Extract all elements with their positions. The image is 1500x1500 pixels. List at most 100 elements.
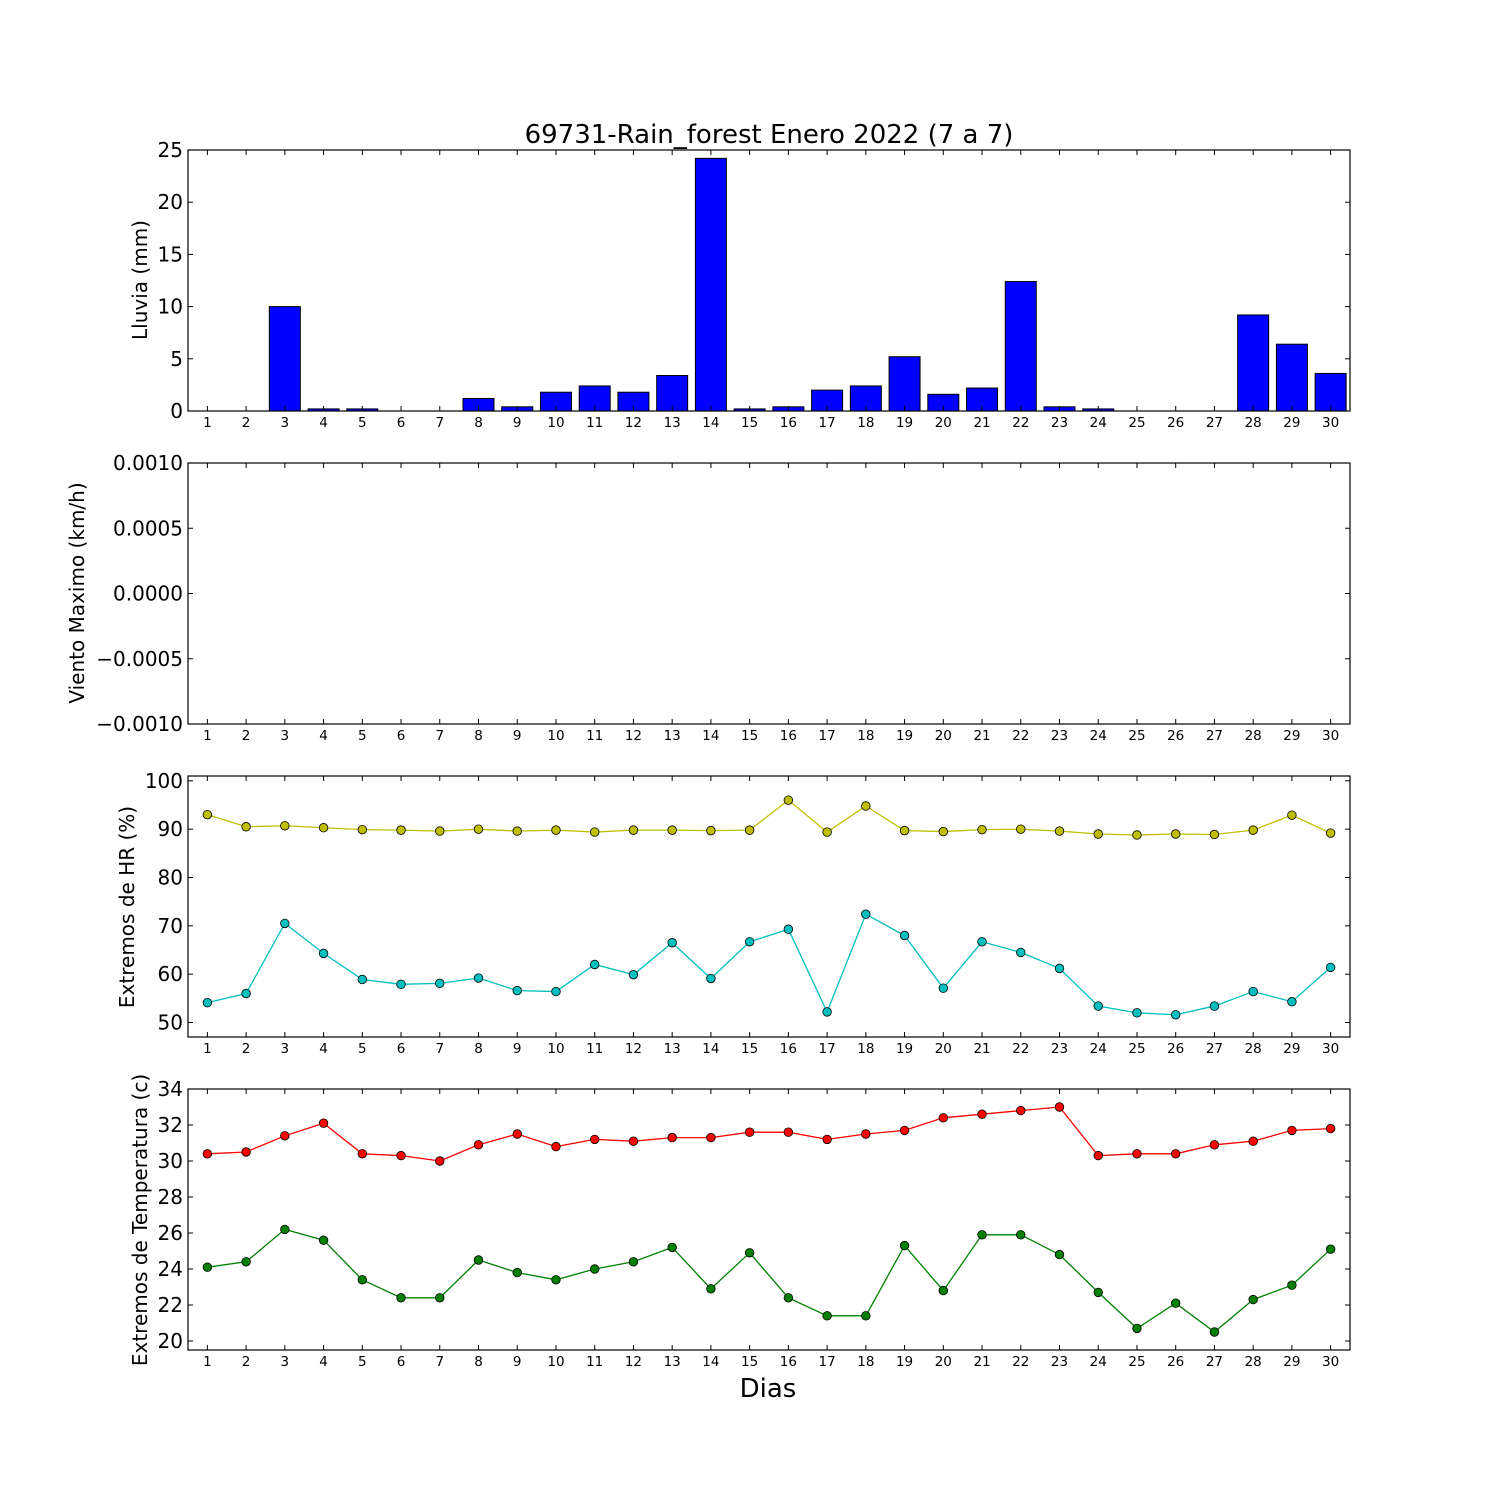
temperature-series-1-point (1325, 1244, 1336, 1254)
humidity-series-0-point (1287, 810, 1297, 820)
humidity-series-1-point (202, 997, 213, 1008)
rain-x-tick-label: 7 (435, 415, 444, 431)
humidity-series-0-point (1054, 826, 1065, 836)
temperature-series-1-point (396, 1293, 406, 1303)
wind-x-tick-label: 22 (1012, 728, 1029, 744)
rain-x-tick-label: 9 (513, 415, 522, 431)
wind-y-tick-label: −0.0010 (96, 712, 183, 736)
temperature-series-0-point (280, 1131, 290, 1141)
rain-x-tick-label: 15 (741, 415, 758, 431)
humidity-series-1-point (551, 986, 561, 997)
temperature-series-1-point (1287, 1280, 1297, 1290)
wind-x-tick-label: 8 (474, 728, 483, 744)
humidity-series-0-point (706, 825, 716, 836)
humidity-series-0-point (1132, 830, 1142, 840)
humidity-series-0-point (473, 824, 484, 834)
humidity-series-0-point (551, 825, 561, 835)
rain-x-tick-label: 17 (819, 415, 836, 431)
humidity-y-axis-label: Extremos de HR (%) (115, 806, 139, 1008)
humidity-series-1-line (207, 913, 1332, 1016)
temperature-series-0-point (1209, 1140, 1220, 1150)
wind-y-tick-label: −0.0005 (96, 647, 183, 671)
humidity-y-tick-label: 60 (158, 962, 183, 986)
humidity-series-1-point (744, 937, 755, 947)
humidity-series-0-point (396, 825, 406, 835)
humidity-x-tick-label: 19 (896, 1041, 913, 1057)
humidity-x-tick-label: 26 (1167, 1041, 1184, 1057)
rain-x-tick-label: 18 (857, 415, 874, 431)
humidity-axes-frame (187, 775, 1351, 1038)
temperature-x-tick-label: 22 (1012, 1354, 1029, 1370)
wind-x-tick-label: 4 (319, 728, 328, 744)
rain-plot-area (188, 150, 1350, 411)
humidity-x-tick-label: 11 (586, 1041, 603, 1057)
humidity-y-tick-label: 90 (158, 817, 183, 841)
temperature-series-1-point (706, 1284, 716, 1294)
humidity-y-tick-label: 70 (158, 914, 183, 938)
rain-x-tick-label: 28 (1245, 415, 1262, 431)
temperature-y-tick-label: 30 (158, 1149, 183, 1173)
wind-x-tick-label: 29 (1283, 728, 1300, 744)
temperature-x-tick-label: 3 (281, 1354, 290, 1370)
temperature-series-0-point (822, 1134, 832, 1145)
humidity-x-tick-label: 2 (242, 1041, 251, 1057)
humidity-series-1-point (280, 918, 290, 929)
humidity-series-0-point (512, 826, 522, 836)
humidity-series-0-point (938, 826, 949, 837)
rain-x-tick-label: 22 (1012, 415, 1029, 431)
wind-x-tick-label: 27 (1206, 728, 1223, 744)
temperature-series-0-point (318, 1118, 329, 1128)
temperature-series-0-point (1054, 1102, 1065, 1112)
temperature-x-tick-label: 28 (1245, 1354, 1262, 1370)
rain-x-tick-label: 11 (586, 415, 603, 431)
humidity-series-1-point (861, 909, 871, 919)
temperature-series-0-point (1132, 1149, 1142, 1159)
humidity-x-tick-label: 27 (1206, 1041, 1223, 1057)
temperature-series-0-point (1287, 1125, 1297, 1136)
rain-bar (656, 375, 689, 412)
temperature-series-1-point (977, 1230, 987, 1240)
humidity-x-tick-label: 15 (741, 1041, 758, 1057)
wind-x-tick-label: 14 (702, 728, 719, 744)
humidity-x-tick-label: 20 (935, 1041, 952, 1057)
temperature-x-tick-label: 21 (973, 1354, 990, 1370)
temperature-y-tick-label: 28 (158, 1185, 183, 1209)
temperature-series-1-line (207, 1228, 1332, 1333)
temperature-series-1-point (861, 1311, 871, 1321)
temperature-series-1-point (1132, 1323, 1142, 1334)
humidity-series-0-line (207, 799, 1331, 836)
temperature-x-tick-label: 13 (664, 1354, 681, 1370)
rain-x-tick-label: 8 (474, 415, 483, 431)
rain-x-tick-label: 16 (780, 415, 797, 431)
temperature-x-tick-label: 15 (741, 1354, 758, 1370)
wind-x-tick-label: 28 (1245, 728, 1262, 744)
rain-y-tick-label: 0 (170, 399, 183, 423)
wind-x-tick-label: 24 (1090, 728, 1107, 744)
humidity-series-1-point (435, 978, 445, 989)
temperature-series-1-point (202, 1262, 213, 1272)
temperature-x-tick-label: 7 (435, 1354, 444, 1370)
temperature-x-tick-label: 30 (1322, 1354, 1339, 1370)
humidity-x-tick-label: 18 (857, 1041, 874, 1057)
temperature-y-axis-label: Extremos de Temperatura (c) (128, 1074, 152, 1366)
wind-x-tick-label: 5 (358, 728, 367, 744)
humidity-y-tick-label: 80 (158, 866, 183, 890)
temperature-x-tick-label: 8 (474, 1354, 483, 1370)
temperature-series-0-point (1248, 1136, 1258, 1146)
humidity-series-1-point (1054, 963, 1065, 974)
temperature-series-1-point (1093, 1287, 1103, 1298)
temperature-series-0-point (783, 1127, 794, 1137)
humidity-series-0-point (318, 823, 329, 833)
humidity-series-0-point (667, 825, 677, 835)
temperature-series-0-point (473, 1140, 484, 1150)
humidity-series-0-point (1170, 829, 1181, 839)
temperature-y-tick-label: 22 (158, 1293, 183, 1317)
humidity-series-0-point (861, 801, 871, 811)
rain-x-tick-label: 29 (1283, 415, 1300, 431)
rain-bar (888, 356, 921, 412)
humidity-x-tick-label: 10 (547, 1041, 564, 1057)
humidity-series-0-point (280, 821, 290, 831)
temperature-x-tick-label: 25 (1128, 1354, 1145, 1370)
wind-plot-area (188, 463, 1350, 724)
